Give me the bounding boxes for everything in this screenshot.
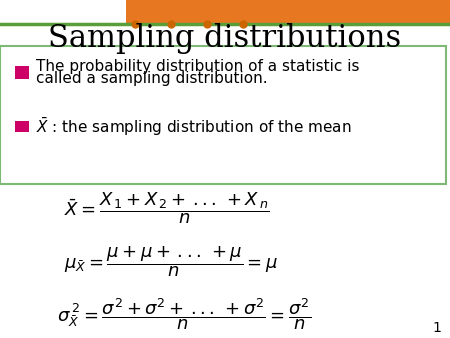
FancyBboxPatch shape bbox=[15, 121, 29, 132]
FancyBboxPatch shape bbox=[126, 0, 450, 24]
Text: $\bar{X}$ : the sampling distribution of the mean: $\bar{X}$ : the sampling distribution of… bbox=[36, 116, 351, 138]
Text: $\bar{X} = \dfrac{X_{\,1} + X_{\,2} + \,...\, + X_{\,n}}{n}$: $\bar{X} = \dfrac{X_{\,1} + X_{\,2} + \,… bbox=[63, 190, 270, 226]
Text: The probability distribution of a statistic is: The probability distribution of a statis… bbox=[36, 59, 360, 74]
FancyBboxPatch shape bbox=[15, 66, 29, 79]
Text: called a sampling distribution.: called a sampling distribution. bbox=[36, 71, 268, 86]
Text: $\sigma^{\,2}_{\bar{X}} = \dfrac{\sigma^2 + \sigma^2 + \,...\, + \sigma^2}{n} = : $\sigma^{\,2}_{\bar{X}} = \dfrac{\sigma^… bbox=[58, 296, 311, 332]
Text: Sampling distributions: Sampling distributions bbox=[49, 23, 401, 54]
Text: $\mu_{\bar{X}} = \dfrac{\mu + \mu + \,...\, + \mu}{n} = \mu$: $\mu_{\bar{X}} = \dfrac{\mu + \mu + \,..… bbox=[64, 245, 278, 279]
Text: 1: 1 bbox=[432, 321, 441, 335]
